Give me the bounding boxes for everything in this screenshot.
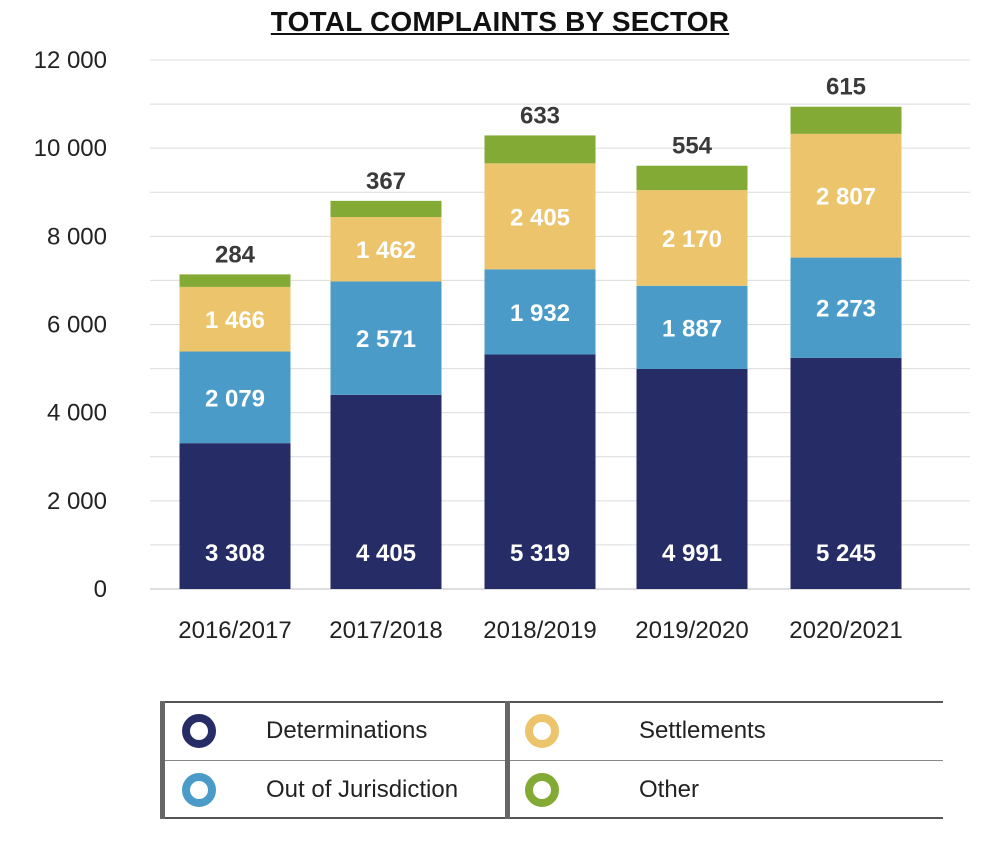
y-tick-label: 6 000	[47, 312, 107, 339]
bar-segment-out-of-jurisdiction	[179, 351, 291, 444]
data-label-other: 367	[366, 168, 406, 195]
bar-segment-settlements	[330, 217, 442, 282]
data-label-out-of-jurisdiction: 2 079	[205, 385, 265, 412]
bars: 3 308 2 079 1 466 284 4 405 2 571 1 462 367 5 31…	[179, 74, 902, 589]
bar-segment-settlements	[179, 286, 291, 352]
x-tick-label: 2019/2020	[635, 617, 748, 644]
data-label-determinations: 3 308	[205, 540, 265, 567]
legend: Determinations Settlements Out of Jurisd…	[160, 701, 943, 819]
legend-swatch-other	[525, 773, 559, 807]
bar-segment-determinations	[179, 443, 291, 589]
data-label-out-of-jurisdiction: 2 273	[816, 296, 876, 323]
legend-item-determinations: Determinations	[182, 702, 427, 760]
x-tick-label: 2020/2021	[789, 617, 902, 644]
legend-row-divider	[160, 760, 943, 761]
y-tick-label: 12 000	[34, 47, 107, 74]
data-label-determinations: 5 319	[510, 540, 570, 567]
bar-segment-other	[484, 135, 596, 164]
legend-swatch-settlements	[525, 714, 559, 748]
legend-item-out-of-jurisdiction: Out of Jurisdiction	[182, 761, 458, 819]
legend-label-settlements: Settlements	[639, 717, 766, 744]
data-label-out-of-jurisdiction: 2 571	[356, 326, 416, 353]
bar-segment-settlements	[636, 190, 748, 286]
legend-swatch-determinations	[182, 714, 216, 748]
legend-column-divider	[505, 701, 510, 819]
x-tick-label: 2017/2018	[329, 617, 442, 644]
data-label-other: 615	[826, 74, 866, 101]
y-tick-label: 0	[94, 576, 107, 603]
data-label-out-of-jurisdiction: 1 887	[662, 315, 722, 342]
y-tick-label: 2 000	[47, 488, 107, 515]
y-tick-label: 8 000	[47, 223, 107, 250]
data-label-determinations: 4 991	[662, 540, 722, 567]
bar-segment-determinations	[484, 354, 596, 589]
data-label-out-of-jurisdiction: 1 932	[510, 300, 570, 327]
data-label-other: 554	[672, 133, 713, 160]
legend-label-determinations: Determinations	[266, 717, 428, 744]
stacked-bar-chart: 0 2 000 4 000 6 000 8 000 10 000 12 000 3 308 2…	[34, 47, 970, 644]
bar-segment-out-of-jurisdiction	[484, 269, 596, 355]
data-label-settlements: 2 405	[510, 204, 570, 231]
bar-segment-other	[179, 274, 291, 287]
bar-segment-settlements	[790, 133, 902, 258]
bar-segment-determinations	[636, 368, 748, 589]
y-axis: 0 2 000 4 000 6 000 8 000 10 000 12 000	[34, 47, 107, 603]
data-label-settlements: 1 462	[356, 237, 416, 264]
chart-title: TOTAL COMPLAINTS BY SECTOR	[270, 6, 730, 37]
data-label-determinations: 5 245	[816, 540, 876, 567]
bar-segment-other	[330, 200, 442, 218]
legend-top-border	[160, 701, 943, 703]
x-axis: 2016/2017 2017/2018 2018/2019 2019/2020 2020…	[178, 617, 902, 644]
data-label-settlements: 2 807	[816, 184, 876, 211]
bar-segment-out-of-jurisdiction	[330, 281, 442, 395]
data-label-settlements: 2 170	[662, 226, 722, 253]
y-tick-label: 10 000	[34, 135, 107, 162]
legend-label-other: Other	[639, 776, 700, 803]
x-tick-label: 2018/2019	[483, 617, 596, 644]
legend-item-other: Other	[525, 761, 699, 819]
x-tick-label: 2016/2017	[178, 617, 291, 644]
bar-segment-other	[790, 106, 902, 134]
data-label-settlements: 1 466	[205, 307, 265, 334]
legend-item-settlements: Settlements	[525, 702, 766, 760]
legend-swatch-out-of-jurisdiction	[182, 773, 216, 807]
bar-segment-determinations	[790, 357, 902, 589]
data-label-other: 633	[520, 102, 560, 129]
bar-segment-out-of-jurisdiction	[636, 285, 748, 369]
legend-label-out-of-jurisdiction: Out of Jurisdiction	[266, 776, 459, 803]
bar-segment-determinations	[330, 394, 442, 589]
y-tick-label: 4 000	[47, 400, 107, 427]
bar-segment-settlements	[484, 163, 596, 270]
data-label-determinations: 4 405	[356, 540, 416, 567]
legend-left-border	[160, 701, 165, 819]
bar-segment-other	[636, 165, 748, 191]
data-label-other: 284	[215, 241, 256, 268]
bar-segment-out-of-jurisdiction	[790, 257, 902, 358]
legend-bottom-border	[160, 817, 943, 819]
